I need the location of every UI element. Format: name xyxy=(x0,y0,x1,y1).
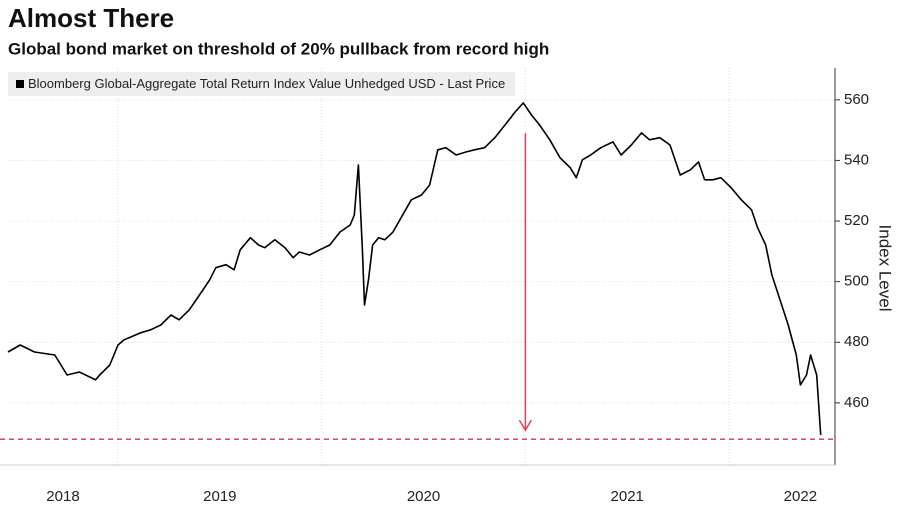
legend-swatch xyxy=(16,80,24,88)
x-tick-label: 2018 xyxy=(46,488,79,505)
x-tick-label: 2019 xyxy=(203,488,236,505)
chart-subtitle: Global bond market on threshold of 20% p… xyxy=(8,39,549,58)
y-tick-label: 520 xyxy=(844,212,869,229)
x-tick-label: 2022 xyxy=(784,488,817,505)
x-tick-label: 2021 xyxy=(611,488,644,505)
series-line xyxy=(7,102,822,436)
y-tick-label: 560 xyxy=(844,91,869,108)
arrow-head xyxy=(518,419,533,432)
y-axis-title: Index Level xyxy=(876,225,895,312)
y-tick-label: 540 xyxy=(844,151,869,168)
y-tick-label: 460 xyxy=(844,394,869,411)
legend-box xyxy=(8,72,516,96)
y-tick-label: 500 xyxy=(844,273,869,290)
y-tick-label: 480 xyxy=(844,333,869,350)
legend-label: Bloomberg Global-Aggregate Total Return … xyxy=(28,76,505,91)
x-tick-label: 2020 xyxy=(407,488,440,505)
chart-title: Almost There xyxy=(8,3,174,33)
